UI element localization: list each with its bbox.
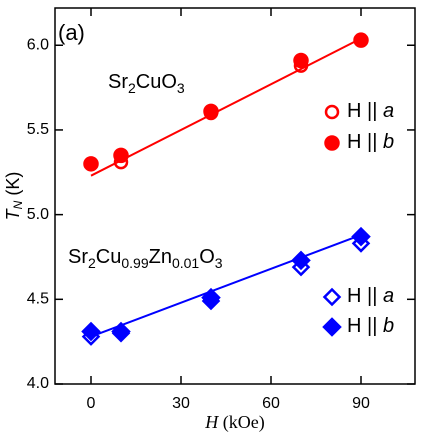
legend-marker [324,135,340,151]
marker [113,147,129,164]
y-tick-label: 5.0 [27,206,49,223]
marker [351,226,371,247]
marker [83,156,99,172]
legend-marker [322,317,342,337]
y-axis-label: TN (K) [3,172,25,221]
marker [293,52,309,69]
annotation: Sr2CuO3 [108,71,185,95]
marker [111,321,131,342]
x-axis-label: H (kOe) [204,412,264,433]
y-tick-label: 5.5 [27,121,49,138]
fit-line [90,234,362,338]
legend-label: H || a [347,285,394,307]
plot-frame [54,7,416,385]
marker [81,321,101,342]
y-tick-label: 6.0 [27,36,49,53]
legend-label: H || b [347,131,394,153]
marker [201,287,221,308]
annotation: Sr2Cu0.99Zn0.01O3 [68,246,223,270]
legend-marker [324,104,340,120]
legend-label: H || a [347,100,394,122]
fit-line [90,37,362,177]
x-tick-label: 90 [352,395,370,412]
legend-label: H || b [347,315,394,337]
x-tick-label: 30 [172,395,190,412]
y-tick-label: 4.0 [27,375,49,392]
x-tick-label: 60 [262,395,280,412]
marker [203,103,219,120]
marker [353,32,369,48]
x-tick-label: 0 [87,395,96,412]
panel-label: (a) [58,20,85,45]
y-tick-label: 4.5 [27,291,49,308]
legend-marker [322,287,342,307]
marker [291,250,311,271]
